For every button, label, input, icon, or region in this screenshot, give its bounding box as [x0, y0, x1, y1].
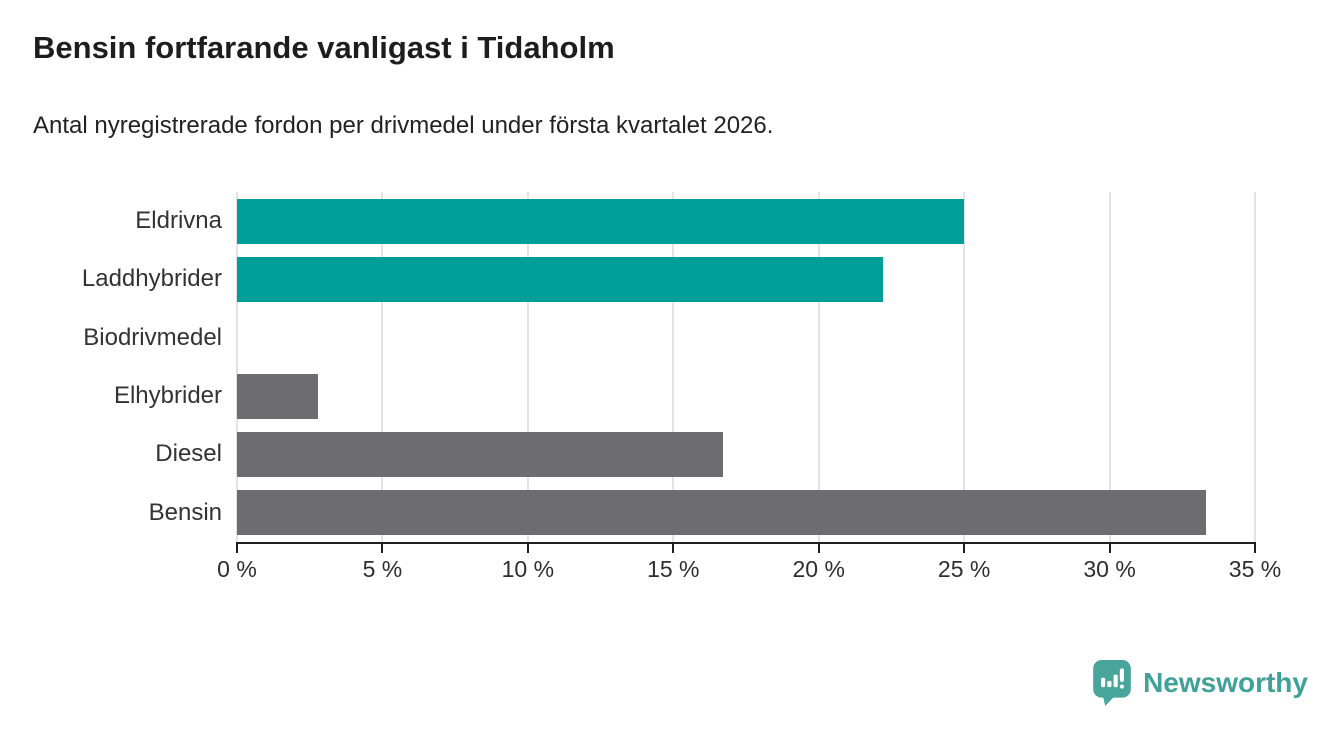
bar-bensin — [237, 490, 1206, 536]
bar-chart: Eldrivna Laddhybrider Biodrivmedel Elhybrid… — [0, 192, 1340, 592]
bar-row — [237, 250, 1255, 308]
bar-diesel — [237, 431, 723, 477]
bars — [237, 192, 1255, 542]
x-axis-tick — [817, 542, 820, 553]
bar-laddhybrider — [237, 256, 883, 302]
gridline — [1108, 192, 1111, 542]
x-axis-tick — [672, 542, 675, 553]
x-axis-tick-label: 10 % — [501, 556, 555, 582]
bar-row — [237, 192, 1255, 250]
x-axis-tick — [526, 542, 529, 553]
bar-row — [237, 367, 1255, 425]
x-axis-line — [237, 542, 1255, 544]
bar-row — [237, 309, 1255, 367]
plot-area: 0 % 5 % 10 % 15 % 20 % 25 % 30 % 35 % — [217, 192, 1281, 582]
x-axis-tick — [963, 542, 966, 553]
x-axis-tick — [236, 542, 238, 553]
category-labels: Eldrivna Laddhybrider Biodrivmedel Elhybrid… — [0, 192, 222, 542]
x-axis-tick-label: 15 % — [647, 556, 700, 582]
x-axis-tick — [381, 542, 384, 553]
gridline — [1254, 192, 1256, 542]
bar-elhybrider — [237, 373, 319, 419]
category-label: Diesel — [155, 440, 222, 468]
x-axis-tick-label: 35 % — [1228, 556, 1282, 582]
bar-eldrivna — [237, 198, 965, 244]
newsworthy-logo[interactable]: Newsworthy — [1093, 655, 1308, 711]
category-label: Biodrivmedel — [83, 323, 222, 351]
x-axis-tick — [1254, 542, 1256, 553]
x-axis-tick-label: 25 % — [937, 556, 991, 582]
x-axis-tick-label: 5 % — [362, 556, 403, 582]
category-label: Eldrivna — [135, 207, 222, 235]
x-axis-tick-label: 0 % — [217, 556, 257, 582]
x-axis-tick-label: 30 % — [1083, 556, 1136, 582]
gridline — [236, 192, 238, 542]
bar-row — [237, 484, 1255, 542]
newsworthy-logo-icon — [1093, 660, 1131, 706]
gridline — [963, 192, 966, 542]
x-axis-tick-label: 20 % — [792, 556, 845, 582]
newsworthy-logo-text: Newsworthy — [1143, 667, 1308, 698]
category-label: Elhybrider — [113, 382, 222, 410]
gridline — [526, 192, 529, 542]
chart-subtitle: Antal nyregistrerade fordon per drivmede… — [33, 112, 774, 139]
gridline — [672, 192, 675, 542]
bar-row — [237, 425, 1255, 483]
x-axis — [236, 542, 1256, 555]
gridline — [817, 192, 820, 542]
category-label: Bensin — [148, 498, 222, 526]
gridline — [381, 192, 384, 542]
x-axis-tick — [1108, 542, 1111, 553]
chart-title: Bensin fortfarande vanligast i Tidaholm — [33, 30, 615, 65]
x-axis-labels: 0 % 5 % 10 % 15 % 20 % 25 % 30 % 35 % — [217, 556, 1281, 586]
category-label: Laddhybrider — [81, 265, 222, 293]
